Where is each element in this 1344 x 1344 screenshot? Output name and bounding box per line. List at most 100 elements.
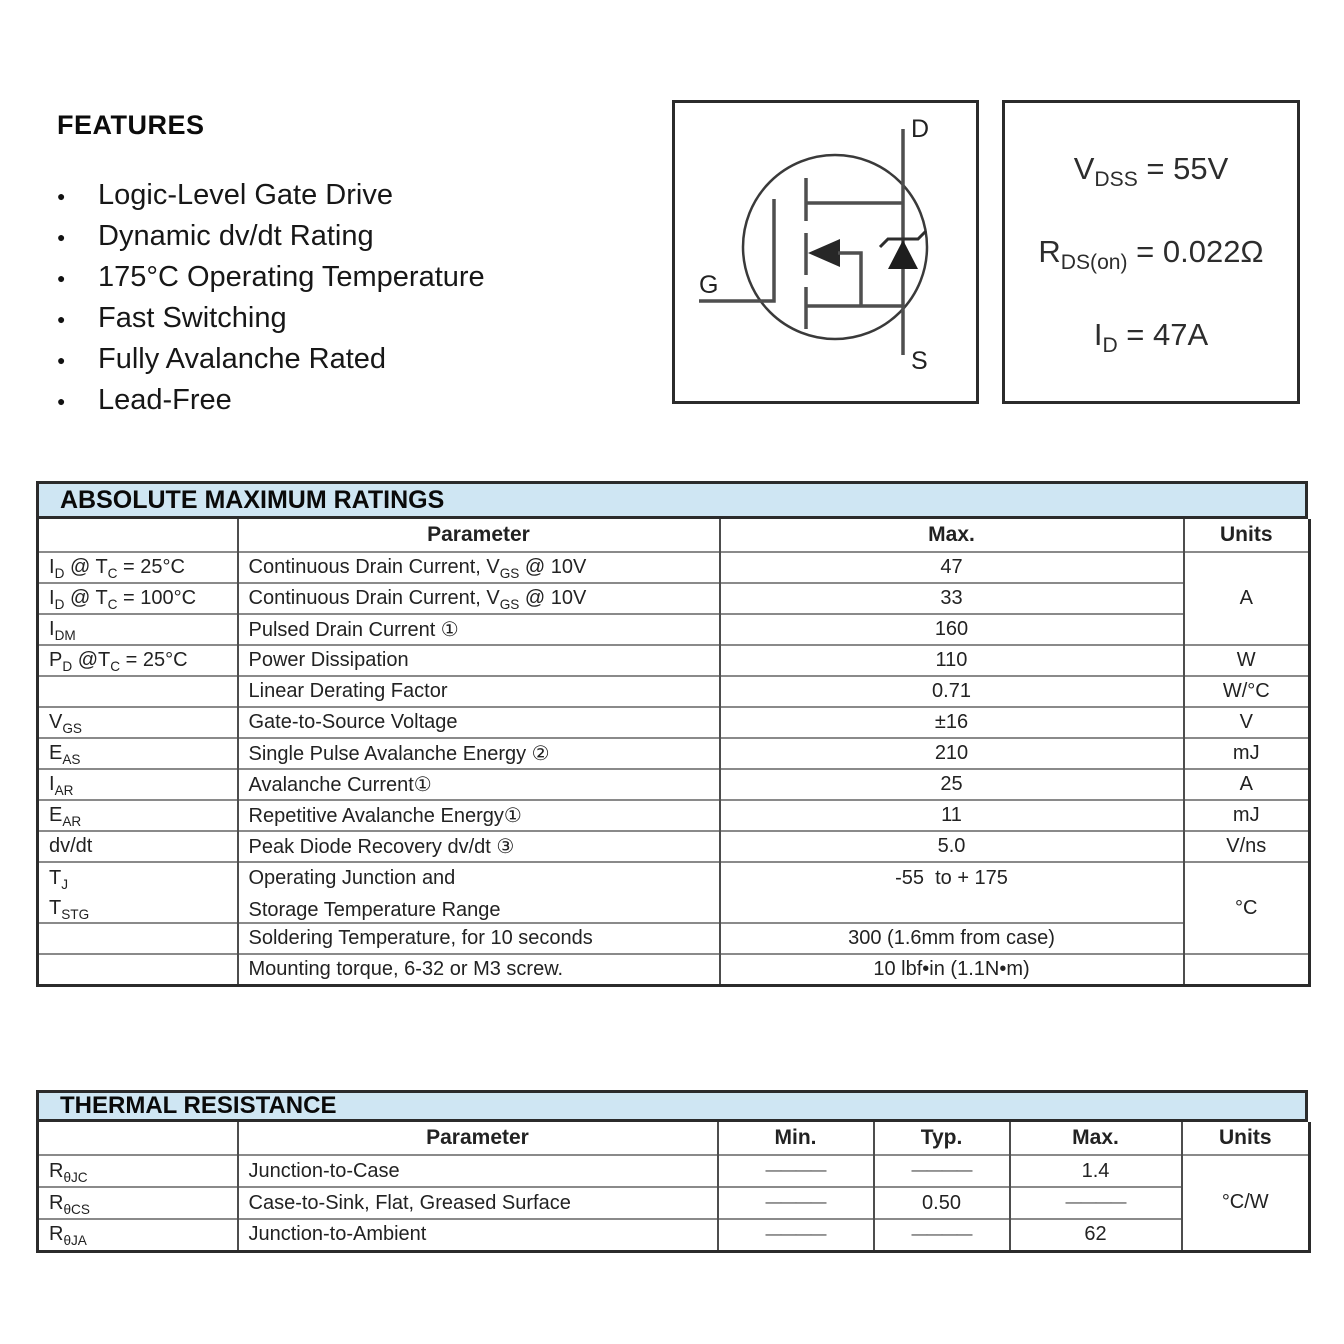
col-header-min: Min. (716, 1122, 874, 1155)
cell-symbol: EAR (37, 799, 238, 831)
cell-units: W (1182, 644, 1310, 676)
col-header-units: Units (1180, 1122, 1310, 1155)
cell-symbol (37, 675, 238, 707)
table-row: Linear Derating Factor 0.71 W/°C (37, 675, 1310, 707)
diode-cathode-bar (878, 229, 928, 249)
body-diode-icon (888, 240, 918, 269)
cell-max: 300 (1.6mm from case) (718, 922, 1184, 954)
bullet-icon: ● (57, 310, 66, 327)
cell-parameter: Continuous Drain Current, VGS @ 10V (236, 582, 720, 614)
col-header-units: Units (1182, 519, 1310, 552)
symbol-line: TJ (49, 867, 69, 892)
drain-terminal-label: D (911, 115, 929, 143)
cell-min: ———— (716, 1186, 874, 1219)
absolute-maximum-ratings-section: ABSOLUTE MAXIMUM RATINGS Parameter Max. … (36, 481, 1311, 987)
cell-units: V/ns (1182, 830, 1310, 862)
cell-max: 62 (1008, 1218, 1182, 1251)
cell-parameter: Pulsed Drain Current ① (236, 613, 720, 645)
table-row: EAS Single Pulse Avalanche Energy ② 210 … (37, 737, 1310, 769)
cell-parameter: Single Pulse Avalanche Energy ② (236, 737, 720, 769)
table-row: EAR Repetitive Avalanche Energy① 11 mJ (37, 799, 1310, 831)
cell-max: 160 (718, 613, 1184, 645)
col-header-parameter: Parameter (236, 519, 720, 552)
bullet-icon: ● (57, 351, 66, 368)
cell-max: 110 (718, 644, 1184, 676)
cell-symbol: PD @TC = 25°C (37, 644, 238, 676)
cell-max: 33 (718, 582, 1184, 614)
cell-min: ———— (716, 1218, 874, 1251)
bullet-icon: ● (57, 269, 66, 286)
feature-text: Logic-Level Gate Drive (98, 179, 393, 211)
features-section: FEATURES ● Logic-Level Gate Drive ● Dynami… (57, 110, 485, 421)
cell-symbol: RθJA (37, 1218, 238, 1251)
cell-units: °C/W (1180, 1154, 1310, 1251)
cell-parameter: Peak Diode Recovery dv/dt ③ (236, 830, 720, 862)
spec-id: ID = 47A (1093, 317, 1209, 358)
table-row: VGS Gate-to-Source Voltage ±16 V (37, 706, 1310, 738)
bullet-icon: ● (57, 187, 66, 204)
cell-symbol: dv/dt (37, 830, 238, 862)
cell-typ: ———— (872, 1218, 1010, 1251)
cell-symbol: IAR (37, 768, 238, 800)
cell-max: 11 (718, 799, 1184, 831)
cell-symbol: RθJC (37, 1154, 238, 1187)
feature-item: ● 175°C Operating Temperature (57, 257, 485, 298)
cell-max: ±16 (718, 706, 1184, 738)
cell-symbol: EAS (37, 737, 238, 769)
feature-text: Lead-Free (98, 384, 232, 416)
feature-item: ● Logic-Level Gate Drive (57, 175, 485, 216)
cell-units: °C (1182, 861, 1310, 954)
features-list: ● Logic-Level Gate Drive ● Dynamic dv/dt R… (57, 175, 485, 421)
cell-parameter: Junction-to-Ambient (236, 1218, 718, 1251)
cell-max: 25 (718, 768, 1184, 800)
feature-item: ● Lead-Free (57, 380, 485, 421)
transistor-body-circle (741, 153, 929, 341)
cell-parameter: Power Dissipation (236, 644, 720, 676)
cell-max: 10 lbf•in (1.1N•m) (718, 953, 1184, 985)
mosfet-symbol-box: D G S (672, 100, 979, 404)
feature-item: ● Fully Avalanche Rated (57, 339, 485, 380)
col-header-symbol (38, 1122, 238, 1155)
cell-max: 5.0 (718, 830, 1184, 862)
spec-vdss: VDSS = 55V (1073, 151, 1229, 192)
mosfet-symbol-diagram: D G S (699, 115, 929, 375)
cell-units: V (1182, 706, 1310, 738)
cell-parameter: Case-to-Sink, Flat, Greased Surface (236, 1186, 718, 1219)
cell-units: A (1182, 551, 1310, 645)
cell-symbol: TJ TSTG (37, 861, 238, 923)
cell-max: 1.4 (1008, 1154, 1182, 1187)
feature-text: Fast Switching (98, 302, 287, 334)
gate-electrode (699, 199, 776, 303)
thermal-title-band: THERMAL RESISTANCE (36, 1090, 1308, 1122)
feature-item: ● Dynamic dv/dt Rating (57, 216, 485, 257)
ratings-table: Parameter Max. Units ID @ TC = 25°C Cont… (36, 519, 1311, 987)
key-specs-box: VDSS = 55V RDS(on) = 0.022Ω ID = 47A (1002, 100, 1300, 404)
cell-symbol (37, 922, 238, 954)
table-row: PD @TC = 25°C Power Dissipation 110 W (37, 644, 1310, 676)
cell-parameter: Soldering Temperature, for 10 seconds (236, 922, 720, 954)
cell-parameter: Continuous Drain Current, VGS @ 10V (236, 551, 720, 583)
table-row: RθCS Case-to-Sink, Flat, Greased Surface… (37, 1186, 1310, 1219)
cell-parameter: Gate-to-Source Voltage (236, 706, 720, 738)
cell-max: -55 to + 175 (718, 861, 1184, 923)
table-row: RθJC Junction-to-Case ———— ———— 1.4 °C/W (37, 1154, 1310, 1251)
parameter-line: Operating Junction and (248, 867, 456, 889)
cell-parameter: Mounting torque, 6-32 or M3 screw. (236, 953, 720, 985)
thermal-table: Parameter Min. Typ. Max. Units RθJC Junc… (36, 1122, 1311, 1253)
ratings-title-band: ABSOLUTE MAXIMUM RATINGS (36, 481, 1308, 519)
cell-typ: 0.50 (872, 1186, 1010, 1219)
table-row: IAR Avalanche Current① 25 A (37, 768, 1310, 800)
bullet-icon: ● (57, 228, 66, 245)
cell-symbol: ID @ TC = 25°C (37, 551, 238, 583)
col-header-parameter: Parameter (236, 1122, 718, 1155)
features-title: FEATURES (57, 110, 205, 140)
feature-text: Fully Avalanche Rated (98, 343, 387, 375)
body-arrow-icon (808, 239, 840, 267)
cell-max: ———— (1008, 1186, 1182, 1219)
cell-units: mJ (1182, 737, 1310, 769)
symbol-line: TSTG (49, 897, 90, 922)
source-terminal-label: S (911, 347, 928, 375)
cell-symbol: ID @ TC = 100°C (37, 582, 238, 614)
cell-symbol: IDM (37, 613, 238, 645)
table-row: ID @ TC = 100°C Continuous Drain Current… (37, 582, 1310, 614)
